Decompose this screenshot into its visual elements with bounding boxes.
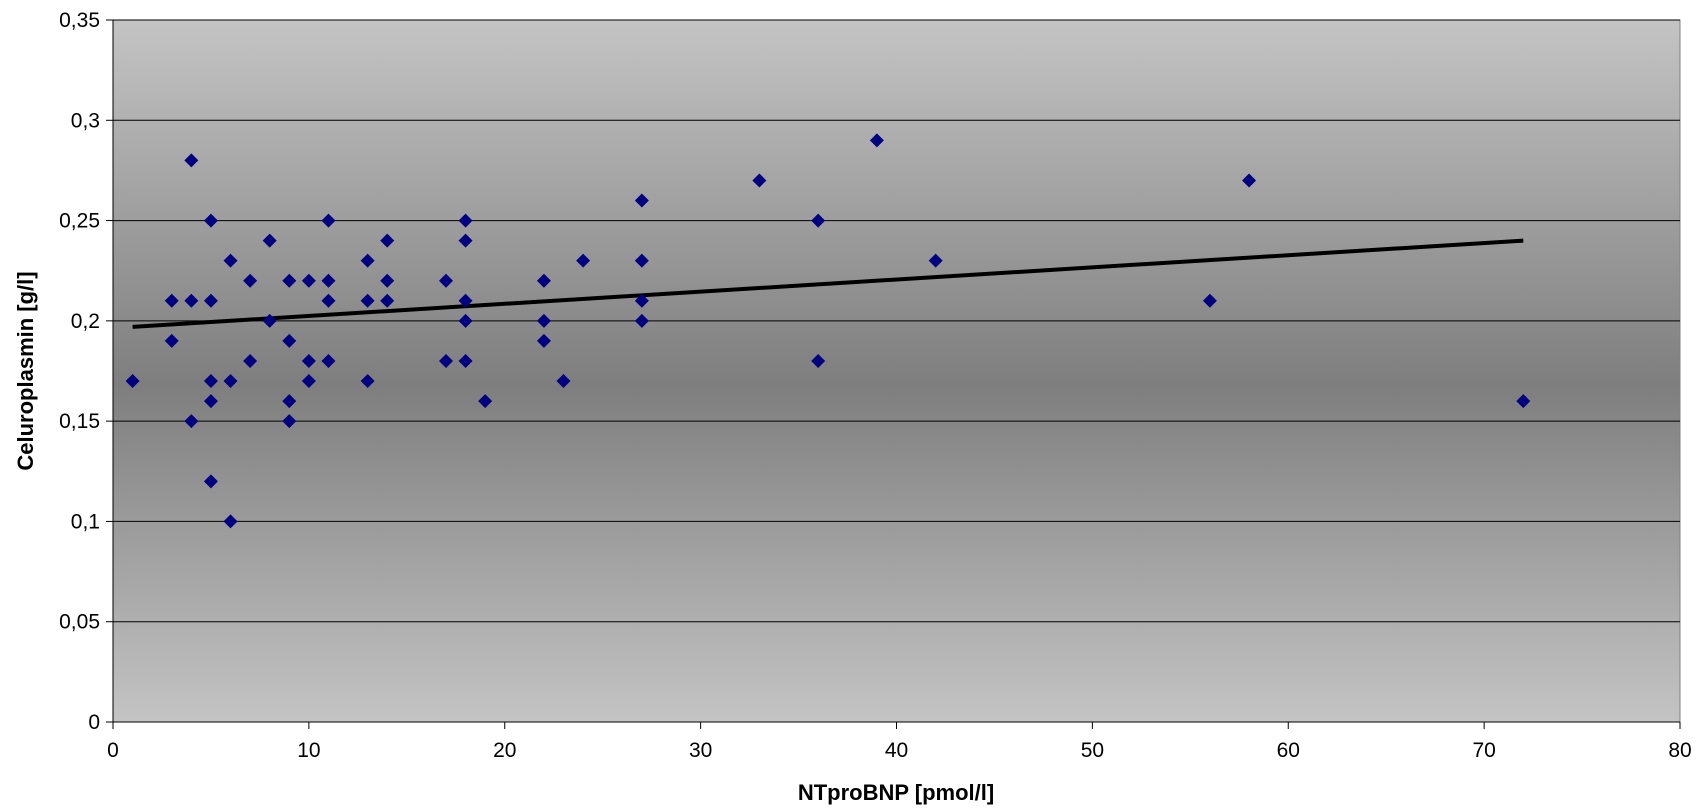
x-tick-label: 0 (107, 739, 119, 762)
data-point (262, 313, 277, 328)
data-point (869, 133, 884, 148)
data-point (321, 293, 336, 308)
data-points (125, 133, 1531, 529)
gridlines (113, 19, 1680, 623)
data-point (556, 374, 571, 389)
data-point (203, 213, 218, 228)
data-point (321, 213, 336, 228)
data-point (811, 353, 826, 368)
x-tick-label: 30 (689, 739, 712, 762)
data-point (360, 374, 375, 389)
data-point (576, 253, 591, 268)
data-point (928, 253, 943, 268)
x-tick-label: 50 (1081, 739, 1104, 762)
trendline (132, 238, 1524, 329)
data-point (223, 374, 238, 389)
data-point (203, 374, 218, 389)
data-point (301, 353, 316, 368)
data-point (634, 193, 649, 208)
trendline-line (132, 238, 1524, 329)
data-point (282, 414, 297, 429)
data-point (634, 253, 649, 268)
data-point (1516, 394, 1531, 409)
data-point (811, 213, 826, 228)
data-point (223, 253, 238, 268)
y-tick-label: 0,3 (71, 109, 100, 132)
data-point (184, 293, 199, 308)
data-point (321, 353, 336, 368)
tick-labels: 0 0,05 0,1 0,15 0,2 0,25 0,3 0,35 0 10 20 30 40 50 60 7… (59, 9, 1692, 762)
data-point (243, 353, 258, 368)
data-point (164, 333, 179, 348)
data-point (360, 293, 375, 308)
data-point (458, 213, 473, 228)
y-tick-label: 0,35 (59, 9, 100, 32)
data-point (125, 374, 140, 389)
data-point (243, 273, 258, 288)
plot-area (112, 19, 1681, 723)
x-tick-label: 60 (1277, 739, 1300, 762)
y-axis-title: Celuroplasmin [g/l] (13, 271, 38, 470)
data-point (282, 273, 297, 288)
data-point (282, 333, 297, 348)
data-point (536, 333, 551, 348)
x-tick-label: 20 (493, 739, 516, 762)
data-point (301, 374, 316, 389)
data-point (458, 313, 473, 328)
y-tick-label: 0,1 (71, 510, 100, 533)
data-point (1202, 293, 1217, 308)
data-point (634, 313, 649, 328)
data-point (223, 514, 238, 529)
data-point (438, 353, 453, 368)
data-point (458, 293, 473, 308)
data-point (752, 173, 767, 188)
data-point (203, 474, 218, 489)
data-point (634, 293, 649, 308)
data-point (1242, 173, 1257, 188)
data-point (301, 273, 316, 288)
x-axis-title: NTproBNP [pmol/l] (798, 780, 994, 805)
y-tick-label: 0 (88, 711, 100, 734)
data-point (380, 233, 395, 248)
y-tick-label: 0,25 (59, 210, 100, 233)
x-tick-label: 80 (1668, 739, 1691, 762)
data-point (262, 233, 277, 248)
data-point (458, 233, 473, 248)
data-point (438, 273, 453, 288)
data-point (536, 313, 551, 328)
x-tick-label: 10 (297, 739, 320, 762)
y-tick-label: 0,15 (59, 410, 100, 433)
data-point (321, 273, 336, 288)
data-point (184, 414, 199, 429)
x-tick-label: 40 (885, 739, 908, 762)
data-point (380, 273, 395, 288)
data-point (380, 293, 395, 308)
data-point (360, 253, 375, 268)
axes (106, 19, 1681, 729)
x-tick-label: 70 (1472, 739, 1495, 762)
data-point (536, 273, 551, 288)
y-tick-label: 0,2 (71, 310, 100, 333)
data-point (184, 153, 199, 168)
data-point (282, 394, 297, 409)
data-point (203, 293, 218, 308)
data-point (164, 293, 179, 308)
y-tick-label: 0,05 (59, 611, 100, 634)
data-point (458, 353, 473, 368)
data-point (203, 394, 218, 409)
data-point (478, 394, 493, 409)
